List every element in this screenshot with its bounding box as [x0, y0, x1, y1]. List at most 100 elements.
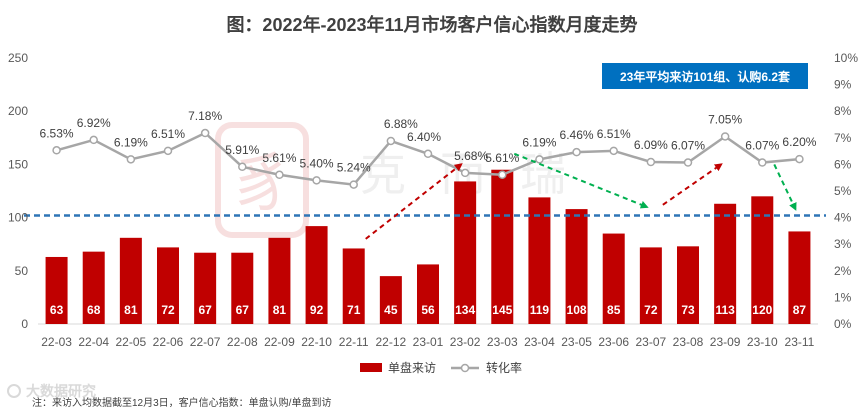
line-value-label: 6.19% — [114, 135, 148, 149]
bar — [157, 247, 179, 324]
y-right-tick-label: 7% — [834, 131, 852, 145]
legend-label-line: 转化率 — [486, 360, 522, 375]
x-tick-label: 22-09 — [264, 335, 295, 349]
bar — [639, 247, 662, 324]
x-tick-label: 23-03 — [487, 335, 518, 349]
bar — [268, 237, 291, 324]
bar-value-label: 68 — [87, 303, 101, 317]
x-tick-label: 22-06 — [153, 335, 184, 349]
line-value-label: 7.18% — [188, 109, 222, 123]
bar — [751, 196, 774, 324]
bar — [714, 203, 737, 324]
annotation-box: 23年平均来访101组、认购6.2套 — [602, 63, 808, 89]
bar — [45, 256, 68, 324]
x-tick-label: 22-07 — [190, 335, 221, 349]
y-right-tick-label: 10% — [834, 51, 858, 65]
line-point — [89, 135, 98, 145]
trend-arrow — [365, 163, 463, 240]
line-point — [498, 170, 507, 180]
y-left-tick-label: 250 — [8, 51, 28, 65]
line-point — [163, 146, 173, 156]
line-point — [535, 155, 544, 164]
footnote: 注：来访入均数据截至12月3日，客户信心指数：单盘认购/单盘到访 — [32, 396, 331, 409]
trend-arrow — [662, 163, 723, 206]
x-tick-label: 23-05 — [561, 335, 592, 349]
line-value-label: 5.68% — [454, 149, 488, 163]
line-value-label: 6.53% — [40, 126, 74, 140]
bars — [45, 169, 811, 324]
bar-labels: 63 68 81 72 67 67 81 92 71 45 56 134 145 119 108 85 72 73… — [50, 303, 807, 317]
line-value-label: 5.40% — [300, 156, 334, 170]
bar-value-label: 72 — [161, 303, 175, 317]
x-tick-label: 23-02 — [450, 335, 481, 349]
bar — [82, 251, 105, 324]
bar-value-label: 81 — [124, 303, 138, 317]
bar-value-label: 87 — [793, 303, 807, 317]
bar — [194, 252, 217, 324]
conversion-line — [52, 128, 804, 189]
x-tick-label: 22-04 — [78, 335, 109, 349]
y-right-tick-label: 9% — [834, 78, 852, 92]
y-right-tick-label: 8% — [834, 104, 852, 118]
line-value-label: 5.91% — [225, 143, 259, 157]
bar — [602, 233, 625, 324]
bar-value-label: 85 — [607, 303, 621, 317]
line-value-label: 6.92% — [77, 116, 111, 130]
x-tick-label: 23-11 — [785, 335, 815, 349]
bar — [491, 169, 514, 324]
line-point — [720, 132, 730, 141]
source-logo-text: 大数据研究 — [26, 383, 96, 399]
line-point — [646, 157, 656, 167]
bar — [528, 197, 551, 324]
x-tick-label: 23-10 — [747, 335, 778, 349]
line-value-label: 6.07% — [745, 139, 779, 153]
source-logo: 大数据研究 — [7, 383, 96, 399]
bar — [788, 231, 811, 324]
bar — [305, 226, 328, 324]
x-axis: 22-03 22-04 22-05 22-06 22-07 22-08 22-09 22-10… — [41, 335, 814, 349]
bar — [342, 248, 365, 324]
x-tick-label: 22-11 — [339, 335, 369, 349]
line-point — [795, 154, 804, 164]
x-tick-label: 23-09 — [710, 335, 741, 349]
line-value-label: 5.24% — [337, 161, 371, 175]
y-right-tick-label: 6% — [834, 157, 852, 171]
line-point — [386, 136, 396, 146]
bar-value-label: 63 — [50, 303, 64, 317]
x-tick-label: 23-06 — [598, 335, 629, 349]
x-tick-label: 22-08 — [227, 335, 258, 349]
trend-arrow — [513, 152, 649, 209]
svg-text:豸: 豸 — [230, 147, 294, 221]
x-tick-label: 22-05 — [116, 335, 147, 349]
y-left-tick-label: 150 — [8, 157, 28, 171]
bar-value-label: 113 — [715, 303, 735, 317]
y-left-tick-label: 0 — [21, 317, 28, 331]
line-point — [683, 158, 693, 167]
line-point — [758, 158, 767, 167]
bar-value-label: 72 — [644, 303, 658, 317]
line-point — [200, 128, 210, 138]
y-right-tick-label: 1% — [834, 290, 852, 304]
trend-arrows — [365, 152, 797, 240]
x-tick-label: 23-07 — [636, 335, 667, 349]
line-value-label: 6.20% — [782, 135, 816, 149]
line-point — [312, 176, 321, 185]
bar — [119, 237, 142, 324]
line-value-label: 6.51% — [151, 127, 185, 141]
line-point — [572, 147, 581, 157]
legend-label-bar: 单盘来访 — [388, 360, 436, 375]
bar — [417, 264, 439, 324]
bar-value-label: 56 — [421, 303, 435, 317]
y-right-tick-label: 0% — [834, 317, 852, 331]
line-point — [126, 155, 136, 164]
trend-arrow — [773, 163, 797, 211]
line-value-label: 6.40% — [407, 130, 441, 144]
chart-title: 图：2022年-2023年11月市场客户信心指数月度走势 — [226, 14, 637, 35]
line-point — [460, 168, 470, 178]
legend: 单盘来访 转化率 — [360, 360, 522, 375]
bar-value-label: 81 — [273, 303, 287, 317]
y-axis-right: 0% 1% 2% 3% 4% 5% 6% 7% 8% 9% 10% — [834, 51, 858, 331]
y-left-tick-label: 50 — [15, 264, 29, 278]
bar-value-label: 134 — [455, 303, 475, 317]
